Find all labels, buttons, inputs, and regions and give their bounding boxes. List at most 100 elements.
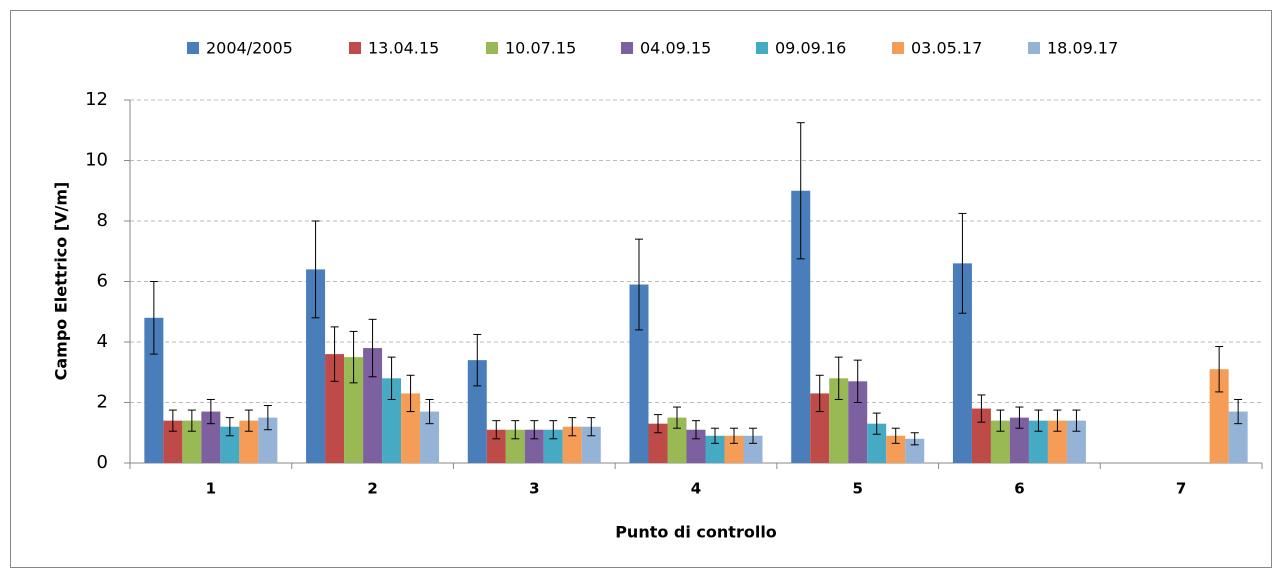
bar — [810, 393, 830, 463]
bar — [201, 411, 221, 463]
bar — [705, 435, 725, 463]
error-bar — [225, 417, 234, 437]
error-bar — [872, 412, 881, 435]
x-tick-label: 3 — [529, 480, 539, 498]
error-bar — [387, 356, 396, 400]
error-bar — [1015, 406, 1024, 429]
bar — [182, 420, 202, 463]
bar — [648, 423, 668, 463]
y-tick-label: 4 — [97, 331, 108, 352]
legend-label: 04.09.15 — [640, 39, 711, 58]
error-bar — [492, 420, 501, 440]
bar — [1228, 411, 1248, 463]
error-bar — [425, 398, 434, 425]
error-bar — [1034, 409, 1043, 432]
error-bar — [368, 318, 377, 378]
error-bar — [635, 238, 643, 331]
error-bar — [473, 333, 482, 387]
y-tick-label: 12 — [85, 89, 108, 110]
x-axis-title: Punto di controllo — [615, 523, 777, 542]
bar — [467, 360, 487, 463]
error-bar — [749, 427, 757, 444]
error-bar — [834, 356, 843, 400]
bar — [1028, 420, 1048, 463]
bar — [867, 423, 887, 463]
error-bar — [568, 417, 577, 437]
legend-swatch — [621, 42, 633, 54]
y-tick-label: 10 — [85, 150, 108, 171]
legend-swatch — [187, 42, 199, 54]
error-bar — [149, 281, 158, 355]
bar — [886, 435, 906, 463]
error-bar — [330, 326, 339, 382]
error-bar — [530, 420, 539, 440]
bar — [505, 429, 525, 463]
bar — [971, 408, 991, 463]
y-axis-title: Campo Elettrico [V/m] — [52, 182, 71, 381]
x-tick-label: 4 — [691, 480, 701, 498]
bar — [686, 429, 706, 463]
legend-label: 18.09.17 — [1047, 39, 1118, 58]
bar — [1066, 420, 1086, 463]
bar — [562, 426, 582, 463]
legend-swatch — [756, 42, 768, 54]
error-bar — [549, 420, 558, 440]
bar — [163, 420, 183, 463]
error-bar — [263, 405, 272, 431]
bar — [543, 429, 563, 463]
bar — [1047, 420, 1067, 463]
bar — [486, 429, 506, 463]
error-bar — [1215, 346, 1224, 393]
legend-label: 03.05.17 — [911, 39, 982, 58]
y-tick-label: 6 — [97, 271, 108, 292]
legend-swatch — [349, 42, 361, 54]
legend-swatch — [486, 42, 498, 54]
error-bar — [511, 420, 520, 440]
bar — [848, 381, 868, 463]
bar — [258, 417, 278, 463]
error-bar — [1053, 409, 1062, 432]
y-tick-label: 8 — [97, 210, 108, 231]
error-bar — [168, 409, 177, 432]
bar — [220, 426, 240, 463]
x-tick-label: 1 — [206, 480, 216, 498]
bar — [905, 438, 925, 463]
error-bar — [730, 427, 738, 444]
error-bar — [996, 409, 1005, 432]
bar — [667, 417, 687, 463]
error-bar — [815, 374, 824, 413]
error-bar — [711, 427, 719, 444]
bar — [743, 435, 763, 463]
bar — [1009, 417, 1029, 463]
x-tick-label: 6 — [1014, 480, 1024, 498]
bar — [382, 378, 402, 463]
error-bar — [206, 398, 215, 425]
x-tick-label: 5 — [852, 480, 862, 498]
bar — [306, 269, 326, 463]
error-bar — [311, 220, 320, 319]
error-bar — [910, 432, 919, 446]
bar — [724, 435, 744, 463]
bar — [325, 354, 345, 463]
bar — [401, 393, 421, 463]
bar — [990, 420, 1010, 463]
bar — [524, 429, 544, 463]
error-bar — [187, 409, 196, 432]
legend-label: 10.07.15 — [505, 39, 576, 58]
legend-swatch — [892, 42, 904, 54]
bar — [420, 411, 440, 463]
y-tick-label: 0 — [97, 452, 108, 473]
error-bar — [977, 394, 986, 423]
legend-label: 09.09.16 — [775, 39, 846, 58]
bar — [581, 426, 601, 463]
bar — [344, 357, 364, 463]
error-bar — [654, 414, 662, 434]
error-bar — [587, 417, 596, 437]
error-bar — [349, 330, 358, 384]
x-tick-label: 7 — [1176, 480, 1186, 498]
y-tick-label: 2 — [97, 392, 108, 413]
legend-swatch — [1028, 42, 1040, 54]
bar — [829, 378, 849, 463]
bar — [952, 263, 972, 463]
